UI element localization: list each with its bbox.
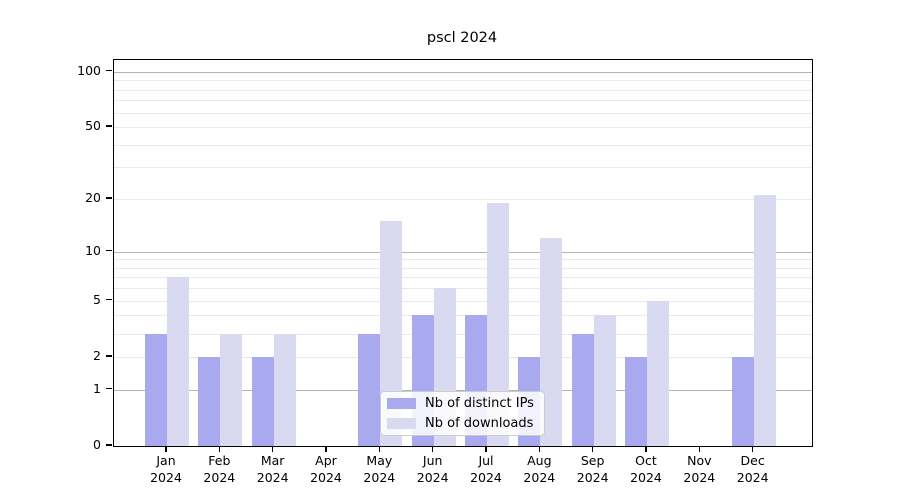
gridline-minor-2	[114, 356, 812, 358]
x-tick-mark-apr	[325, 446, 327, 452]
gridline-minor-8	[114, 267, 812, 269]
y-tick-label-2: 2	[93, 347, 101, 363]
y-tick-label-50: 50	[85, 118, 101, 134]
bar-downloads-oct	[646, 300, 669, 446]
bar-downloads-feb	[220, 333, 243, 446]
bar-downloads-dec	[753, 195, 776, 446]
bar-downloads-jul	[486, 203, 509, 446]
bar-distinct-ips-feb	[198, 356, 221, 446]
y-tick-label-0: 0	[93, 437, 101, 452]
x-tick-mark-oct	[645, 446, 647, 452]
y-tick-mark-100	[106, 70, 112, 72]
bar-downloads-aug	[540, 237, 563, 446]
x-tick-label-apr: Apr 2024	[310, 453, 342, 485]
gridline-minor-20	[114, 199, 812, 201]
legend-item-distinct-ips: Nb of distinct IPs	[387, 395, 538, 412]
legend-item-downloads: Nb of downloads	[387, 415, 538, 432]
bar-distinct-ips-jan	[145, 333, 167, 446]
x-tick-mark-mar	[271, 446, 274, 452]
x-tick-mark-sep	[591, 446, 594, 452]
y-tick-label-10: 10	[85, 242, 101, 258]
x-tick-label-dec: Dec 2024	[736, 453, 769, 485]
bar-distinct-ips-dec	[731, 356, 754, 446]
x-tick-label-oct: Oct 2024	[630, 453, 662, 485]
bar-distinct-ips-may	[358, 333, 381, 446]
gridline-major-10	[114, 251, 812, 253]
x-tick-label-jul: Jul 2024	[470, 453, 502, 485]
gridline-minor-90	[114, 80, 812, 82]
gridline-minor-80	[114, 89, 812, 91]
y-tick-label-5: 5	[93, 291, 101, 307]
x-tick-mark-feb	[218, 446, 221, 452]
bar-downloads-sep	[593, 315, 616, 446]
gridline-minor-40	[114, 144, 812, 146]
gridline-minor-50	[114, 127, 812, 129]
x-tick-label-aug: Aug 2024	[523, 453, 556, 485]
bar-distinct-ips-oct	[624, 356, 647, 446]
bar-downloads-may	[380, 221, 403, 446]
gridline-minor-7	[114, 277, 812, 279]
x-tick-mark-jun	[431, 446, 434, 452]
y-tick-label-20: 20	[85, 190, 101, 206]
gridline-minor-70	[114, 100, 812, 102]
bar-downloads-mar	[273, 333, 296, 446]
x-tick-mark-jul	[485, 446, 487, 452]
gridline-minor-3	[114, 333, 812, 335]
bar-distinct-ips-sep	[571, 333, 594, 446]
y-tick-mark-2	[106, 355, 112, 357]
y-tick-label-1: 1	[93, 380, 101, 396]
gridline-minor-9	[114, 259, 812, 261]
x-tick-label-jan: Jan 2024	[150, 453, 182, 485]
y-tick-mark-20	[106, 197, 112, 199]
y-tick-mark-50	[106, 125, 112, 127]
gridline-minor-5	[114, 300, 812, 302]
x-tick-mark-nov	[698, 446, 701, 452]
chart-title: pscl 2024	[426, 30, 498, 46]
legend-label-downloads: Nb of downloads	[425, 416, 534, 431]
legend: Nb of distinct IPs Nb of downloads	[380, 391, 545, 436]
bar-distinct-ips-mar	[251, 356, 274, 446]
y-tick-mark-5	[106, 298, 112, 301]
gridline-minor-4	[114, 315, 812, 317]
legend-swatch-downloads	[387, 418, 416, 429]
legend-label-distinct-ips: Nb of distinct IPs	[425, 396, 534, 411]
legend-swatch-distinct-ips	[387, 398, 416, 409]
x-tick-mark-may	[378, 446, 381, 452]
bar-downloads-jan	[167, 277, 189, 446]
x-tick-label-mar: Mar 2024	[256, 453, 289, 485]
x-tick-label-feb: Feb 2024	[203, 453, 236, 485]
y-tick-mark-1	[106, 388, 112, 390]
y-tick-label-100: 100	[77, 62, 101, 78]
x-tick-mark-jan	[165, 446, 167, 452]
gridline-major-100	[114, 71, 812, 73]
plot-area	[113, 59, 813, 447]
x-tick-mark-dec	[751, 446, 754, 452]
y-tick-mark-10	[106, 249, 112, 252]
y-tick-mark-0	[106, 444, 112, 446]
gridline-major-1	[114, 389, 812, 391]
x-tick-label-may: May 2024	[363, 453, 396, 485]
x-tick-label-nov: Nov 2024	[683, 453, 716, 485]
gridline-minor-30	[114, 167, 812, 169]
x-tick-label-jun: Jun 2024	[416, 453, 449, 485]
x-tick-label-sep: Sep 2024	[576, 453, 609, 485]
x-tick-mark-aug	[538, 446, 541, 452]
gridline-minor-6	[114, 288, 812, 290]
gridline-minor-60	[114, 112, 812, 114]
